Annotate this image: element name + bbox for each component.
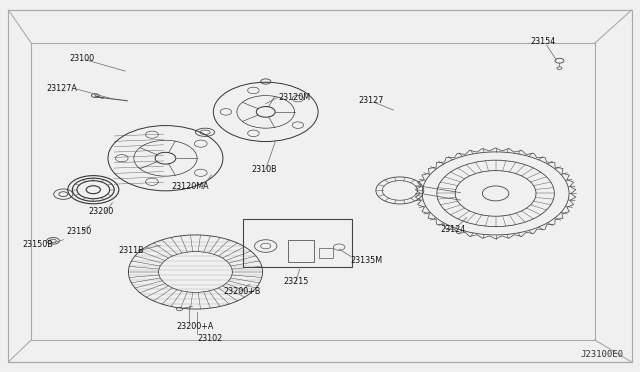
Text: 23215: 23215 — [283, 277, 308, 286]
Text: 23200+B: 23200+B — [223, 287, 260, 296]
Text: 23154: 23154 — [531, 37, 556, 46]
Text: 23200+A: 23200+A — [176, 321, 214, 331]
Text: J23100E0: J23100E0 — [580, 350, 623, 359]
Bar — [243, 219, 352, 267]
Text: 23127A: 23127A — [47, 84, 77, 93]
Text: 2310B: 2310B — [251, 165, 276, 174]
Text: 23102: 23102 — [197, 334, 223, 343]
Text: 23127: 23127 — [358, 96, 384, 105]
Text: 23120M: 23120M — [278, 93, 310, 102]
Text: 23120MA: 23120MA — [172, 182, 209, 191]
Bar — [288, 240, 314, 262]
Text: 23135M: 23135M — [351, 256, 383, 264]
Text: 23150: 23150 — [67, 227, 92, 236]
Text: 23100: 23100 — [70, 54, 95, 62]
Text: 23200: 23200 — [89, 208, 114, 217]
Text: 2311B: 2311B — [119, 246, 145, 255]
Text: 23150B: 23150B — [22, 240, 53, 249]
Bar — [319, 248, 333, 258]
Text: 23124: 23124 — [440, 225, 465, 234]
